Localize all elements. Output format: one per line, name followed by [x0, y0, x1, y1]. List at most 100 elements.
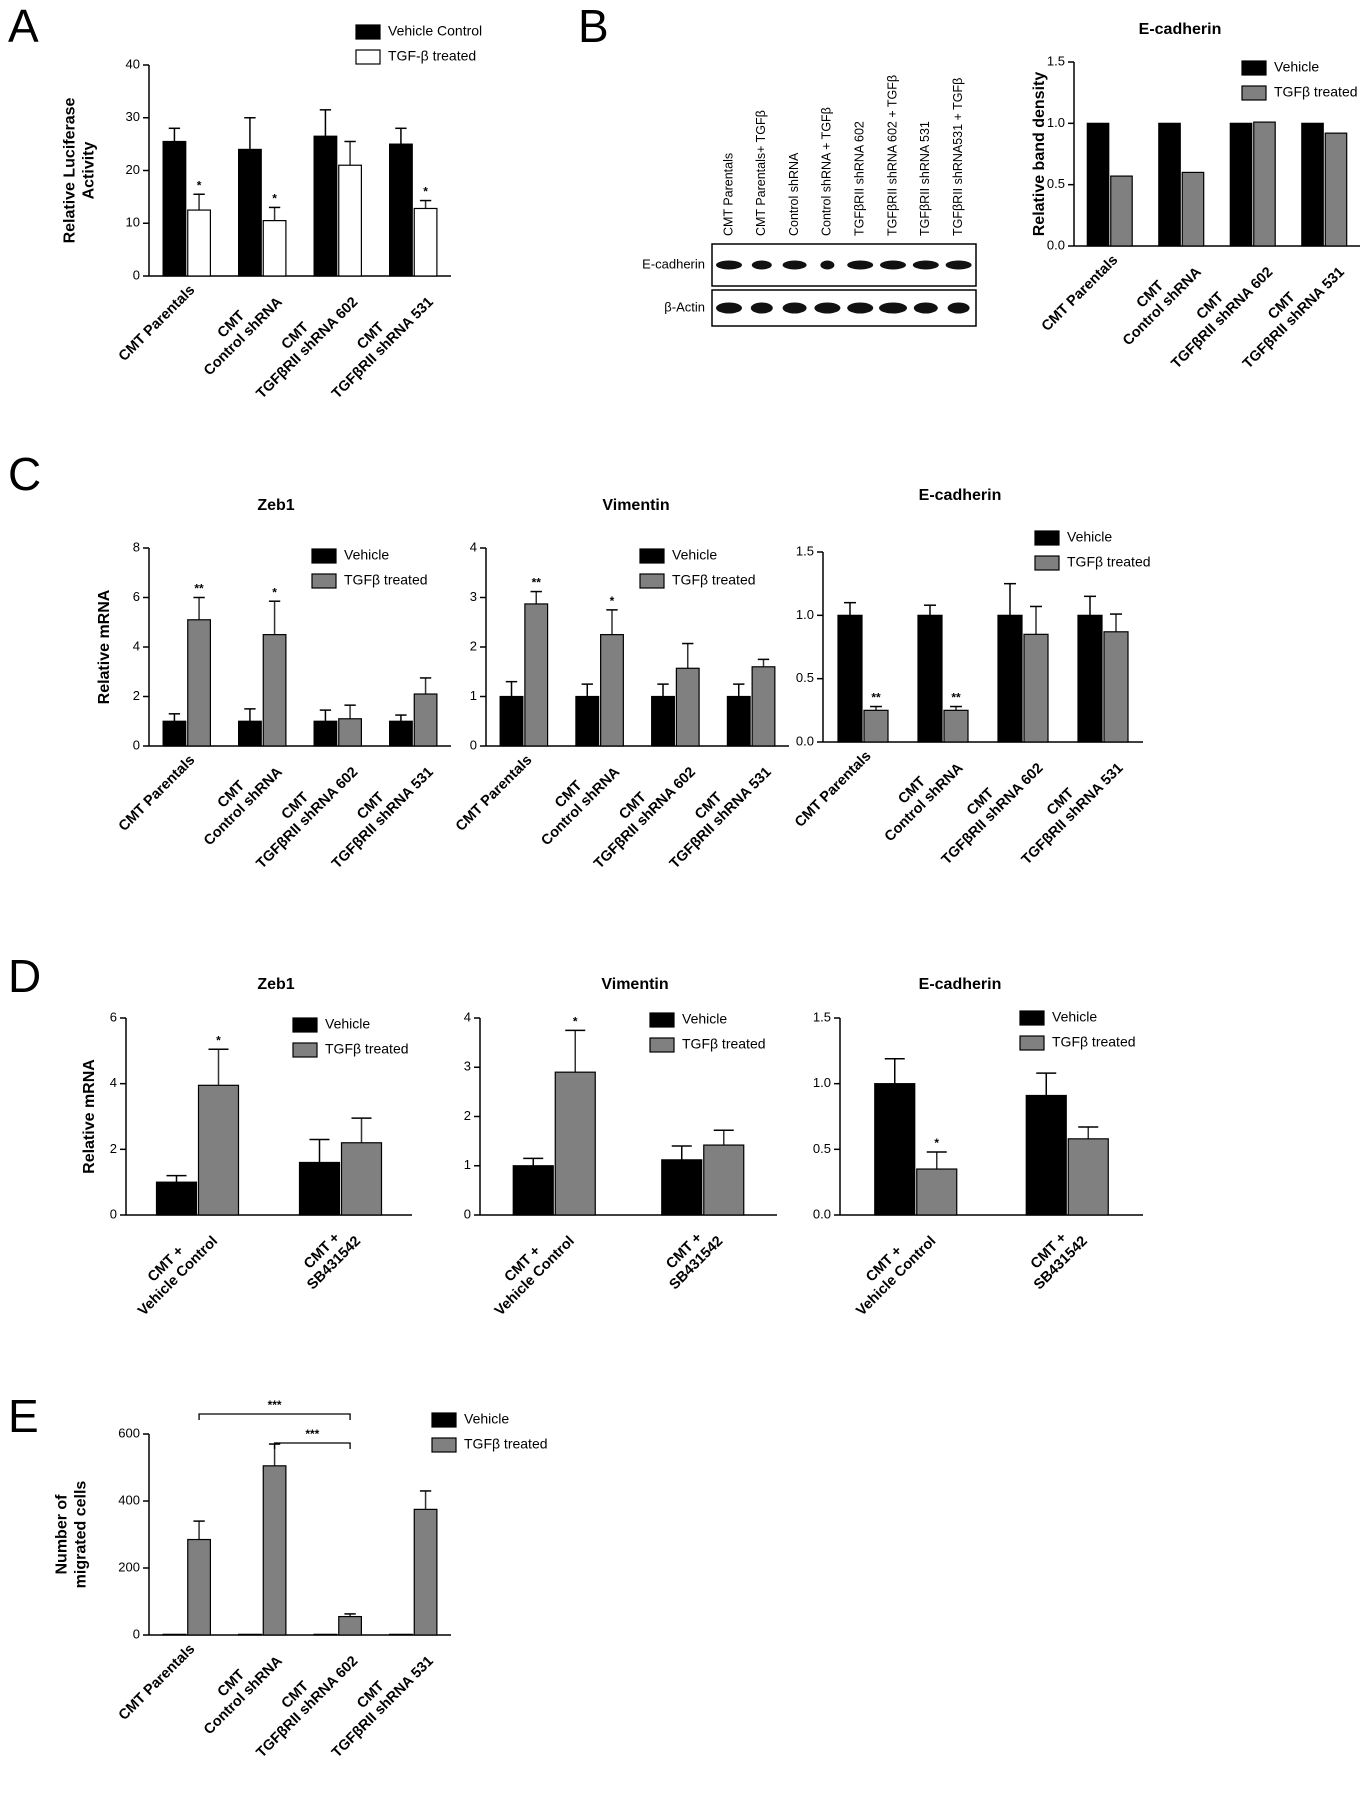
bar — [262, 634, 287, 747]
bar — [313, 720, 338, 747]
legend-label: Vehicle — [1067, 529, 1112, 545]
bar — [524, 603, 549, 747]
bar — [1324, 132, 1348, 247]
bar — [1229, 122, 1253, 247]
blot-band — [751, 260, 772, 270]
x-tick-label: CMT Parentals — [116, 282, 199, 365]
significance-mark: * — [573, 1014, 578, 1028]
legend-label: TGFβ treated — [1067, 554, 1151, 570]
significance-mark: * — [216, 1033, 221, 1047]
bar — [262, 1465, 287, 1636]
y-tick-label: 0.5 — [1047, 176, 1065, 191]
y-tick-label: 4 — [110, 1075, 117, 1090]
legend-label: TGFβ treated — [325, 1041, 409, 1057]
y-tick-label: 0 — [133, 737, 140, 752]
bracket-label: *** — [268, 1398, 282, 1412]
y-tick-label: 400 — [118, 1492, 140, 1507]
y-tick-label: 20 — [126, 162, 140, 177]
blot-band — [912, 260, 939, 270]
significance-mark: * — [610, 594, 615, 608]
blot-band — [879, 302, 907, 314]
bar — [1086, 122, 1110, 247]
bar — [187, 1538, 211, 1636]
y-tick-label: 1.0 — [1047, 115, 1065, 130]
y-tick-label: 0.5 — [813, 1141, 831, 1156]
legend-label: TGF-β treated — [388, 48, 476, 64]
blot-band — [782, 302, 807, 314]
legend-swatch — [649, 1012, 675, 1028]
bar — [1253, 121, 1276, 247]
blot-band — [880, 260, 906, 270]
x-tick-label: CMT Parentals — [453, 752, 536, 835]
x-tick-label: Control shRNA — [201, 1653, 286, 1738]
legend-swatch — [292, 1017, 318, 1033]
legend-swatch — [1019, 1010, 1045, 1026]
y-axis-label: Relative mRNA — [81, 1059, 98, 1174]
legend-swatch — [355, 24, 381, 40]
blot-row-label: β-Actin — [664, 299, 705, 314]
lane-label: Control shRNA + TGFβ — [820, 107, 834, 236]
legend-label: Vehicle — [672, 547, 717, 563]
lane-label: CMT Parentals — [721, 153, 735, 236]
bar — [1103, 631, 1129, 743]
legend-swatch — [639, 573, 665, 589]
lane-label: TGFβRII shRNA 602 + TGFβ — [885, 75, 899, 236]
bar — [863, 709, 889, 743]
y-tick-label: 4 — [470, 539, 477, 554]
blot-band — [814, 302, 841, 314]
significance-mark: ** — [194, 582, 204, 596]
chart-title: E-cadherin — [919, 487, 1002, 504]
chart-title: Zeb1 — [257, 976, 294, 993]
bar — [162, 720, 187, 747]
legend-label: Vehicle — [1274, 59, 1319, 75]
bar — [338, 164, 362, 277]
legend-swatch — [1019, 1035, 1045, 1051]
chart-title: Vimentin — [602, 497, 669, 514]
bar — [187, 209, 211, 277]
bar — [262, 220, 287, 277]
bar — [389, 1633, 413, 1636]
x-tick-label: CMT Parentals — [116, 752, 199, 835]
bar — [751, 666, 776, 747]
y-tick-label: 10 — [126, 215, 140, 230]
bar — [238, 1633, 262, 1636]
bar — [162, 1633, 187, 1636]
legend-label: Vehicle — [464, 1411, 509, 1427]
bar — [187, 619, 211, 747]
y-tick-label: 600 — [118, 1425, 140, 1440]
significance-mark: * — [423, 185, 428, 199]
bar — [1067, 1138, 1109, 1216]
legend-label: TGFβ treated — [672, 572, 756, 588]
y-tick-label: 0 — [110, 1206, 117, 1221]
x-tick-label: Control shRNA — [201, 764, 286, 849]
legend-label: TGFβ treated — [682, 1036, 766, 1052]
y-tick-label: 0.5 — [796, 670, 814, 685]
y-tick-label: 0.0 — [1047, 237, 1065, 252]
y-tick-label: 0.0 — [813, 1206, 831, 1221]
legend-swatch — [431, 1437, 457, 1453]
bar — [197, 1084, 240, 1216]
legend-swatch — [311, 548, 337, 564]
panel-letter: E — [8, 1390, 39, 1442]
bar — [499, 695, 524, 747]
x-tick-label: CMT Parentals — [792, 748, 875, 831]
y-tick-label: 3 — [470, 589, 477, 604]
y-tick-label: 1.5 — [1047, 53, 1065, 68]
bar — [512, 1165, 554, 1216]
y-tick-label: 30 — [126, 109, 140, 124]
bar — [413, 1508, 438, 1636]
chart-title: Zeb1 — [257, 497, 294, 514]
bar — [575, 695, 600, 747]
bar — [1025, 1094, 1067, 1216]
bar — [1023, 633, 1049, 743]
legend-label: Vehicle Control — [388, 23, 482, 39]
bar — [997, 614, 1023, 743]
bar — [338, 1615, 362, 1636]
significance-mark: * — [197, 178, 202, 192]
bar — [413, 207, 438, 277]
bar — [389, 143, 413, 277]
chart-title: Vimentin — [601, 976, 668, 993]
panel-letter: D — [8, 950, 41, 1002]
bar — [1158, 122, 1181, 247]
